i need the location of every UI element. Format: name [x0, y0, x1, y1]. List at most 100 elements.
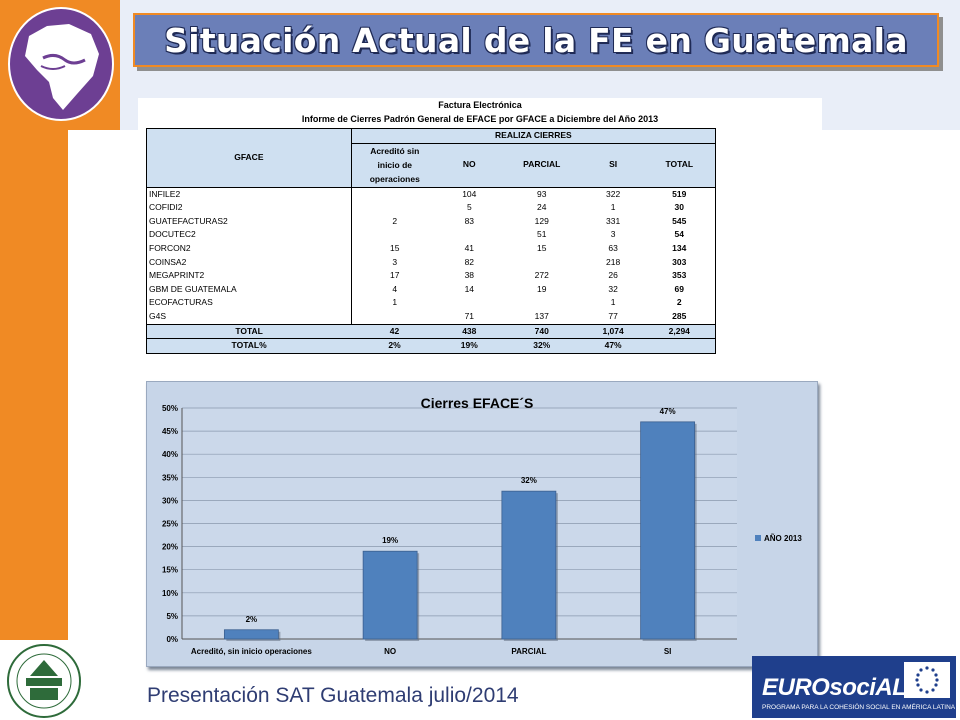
value-cell: 15: [390, 242, 400, 253]
value-cell: 41: [464, 242, 475, 253]
gface-name-cell: GUATEFACTURAS2: [146, 214, 352, 229]
x-tick-label: PARCIAL: [511, 647, 546, 656]
total-label: TOTAL: [146, 323, 352, 339]
table-row: G4S 71 137 77 285: [146, 309, 716, 325]
data-label: 19%: [382, 536, 398, 545]
table-row: COINSA2 3 82 218 303: [146, 255, 716, 270]
value-cell: 1: [610, 202, 616, 213]
y-tick-label: 25%: [162, 520, 178, 529]
value-cell: [501, 256, 583, 270]
x-tick-label: SI: [664, 647, 672, 656]
total-row: TOTAL 42 438 740 1,074 2,294: [146, 323, 716, 339]
data-label: 32%: [521, 476, 537, 485]
y-tick-label: 45%: [162, 427, 178, 436]
totalpct-acredito: 2%: [351, 338, 438, 354]
totalpct-label: TOTAL%: [146, 338, 352, 354]
group-header: REALIZA CIERRES: [351, 128, 716, 144]
table-title: Factura Electrónica: [438, 100, 522, 110]
total-parcial: 740: [500, 323, 583, 339]
table-row: FORCON2 15 41 15 63 134: [146, 241, 716, 256]
gface-name-cell: COFIDI2: [146, 201, 352, 215]
totalpct-total: [643, 338, 716, 354]
totalpct-si: 47%: [582, 338, 644, 354]
value-cell: 218: [606, 256, 621, 267]
total-si: 1,074: [582, 323, 644, 339]
value-cell: 322: [606, 188, 621, 199]
x-tick-label: Acreditó, sin inicio operaciones: [191, 647, 312, 656]
value-cell: 137: [534, 310, 549, 321]
eurosocial-logo-text: EUROsociAL: [762, 674, 907, 701]
value-cell: 519: [672, 188, 687, 199]
gface-name-cell: FORCON2: [146, 241, 352, 256]
total-total: 2,294: [643, 323, 716, 339]
bar: [501, 490, 557, 640]
totalpct-parcial: 32%: [500, 338, 583, 354]
col-header-total: TOTAL: [643, 143, 716, 188]
table-row: GBM DE GUATEMALA 4 14 19 32 69: [146, 282, 716, 297]
legend-label: AÑO 2013: [764, 534, 802, 543]
value-cell: 134: [672, 242, 687, 253]
value-cell: 77: [608, 310, 618, 321]
value-cell: [438, 228, 501, 242]
value-cell: 26: [608, 270, 618, 281]
value-cell: 353: [672, 270, 687, 281]
value-cell: [438, 296, 501, 310]
total-no: 438: [437, 323, 501, 339]
value-cell: [351, 201, 438, 215]
col-header-no: NO: [437, 143, 501, 188]
value-cell: 93: [537, 188, 547, 199]
y-tick-label: 35%: [162, 473, 178, 482]
value-cell: 2: [392, 215, 398, 226]
table-row: MEGAPRINT2 17 38 272 26 353: [146, 269, 716, 283]
bar: [640, 421, 696, 640]
y-tick-label: 40%: [162, 450, 178, 459]
value-cell: 4: [392, 283, 398, 294]
col-header-si: SI: [582, 143, 644, 188]
table-subtitle: Informe de Cierres Padrón General de EFA…: [301, 114, 659, 124]
value-cell: 32: [608, 283, 618, 294]
value-cell: 2: [676, 297, 682, 308]
y-tick-label: 30%: [162, 496, 178, 505]
value-cell: 63: [608, 242, 618, 253]
y-tick-label: 50%: [162, 404, 178, 413]
gface-name-cell: MEGAPRINT2: [146, 269, 352, 283]
value-cell: 3: [392, 256, 398, 267]
value-cell: 82: [464, 256, 475, 267]
data-label: 2%: [246, 615, 258, 624]
value-cell: 51: [537, 229, 547, 240]
value-cell: 285: [672, 310, 687, 321]
col-header-parcial: PARCIAL: [500, 143, 583, 188]
value-cell: 545: [672, 215, 687, 226]
gface-name-cell: G4S: [146, 309, 352, 325]
value-cell: 54: [674, 229, 684, 240]
table-body: INFILE2 104 93 322 519 COFIDI2 5 24 1 30 GUATEFACT…: [146, 187, 716, 325]
value-cell: 24: [537, 202, 547, 213]
gface-name-cell: COINSA2: [146, 255, 352, 270]
eurosocial-logo: EUROsociAL PROGRAMA PARA LA COHESIÓN SOC…: [752, 656, 956, 718]
value-cell: 14: [464, 283, 475, 294]
gface-name-cell: DOCUTEC2: [146, 228, 352, 242]
footer-text: Presentación SAT Guatemala julio/2014: [147, 684, 519, 707]
sat-logo-icon: [8, 7, 114, 121]
value-cell: 3: [610, 229, 616, 240]
value-cell: [351, 228, 438, 242]
col-header-gface: GFACE: [146, 128, 352, 188]
data-label: 47%: [660, 407, 676, 416]
value-cell: 19: [537, 283, 547, 294]
slide-title-box: Situación Actual de la FE en Guatemala: [133, 13, 939, 67]
col-header-acredito-line2: inicio de: [377, 160, 412, 171]
cierres-table: GFACE REALIZA CIERRES Acreditó sin inici…: [146, 128, 716, 354]
table-row: ECOFACTURAS 1 1 2: [146, 296, 716, 310]
y-tick-label: 15%: [162, 566, 178, 575]
col-header-acredito-line3: operaciones: [369, 174, 420, 185]
value-cell: 17: [390, 270, 400, 281]
value-cell: 104: [462, 188, 477, 199]
eu-flag-icon: [904, 662, 950, 698]
gface-name-cell: GBM DE GUATEMALA: [146, 282, 352, 297]
bar: [362, 550, 418, 640]
value-cell: 1: [392, 297, 398, 308]
value-cell: [351, 310, 438, 324]
value-cell: 331: [606, 215, 621, 226]
value-cell: 69: [674, 283, 684, 294]
chart-title: Cierres EFACE´S: [421, 395, 534, 411]
